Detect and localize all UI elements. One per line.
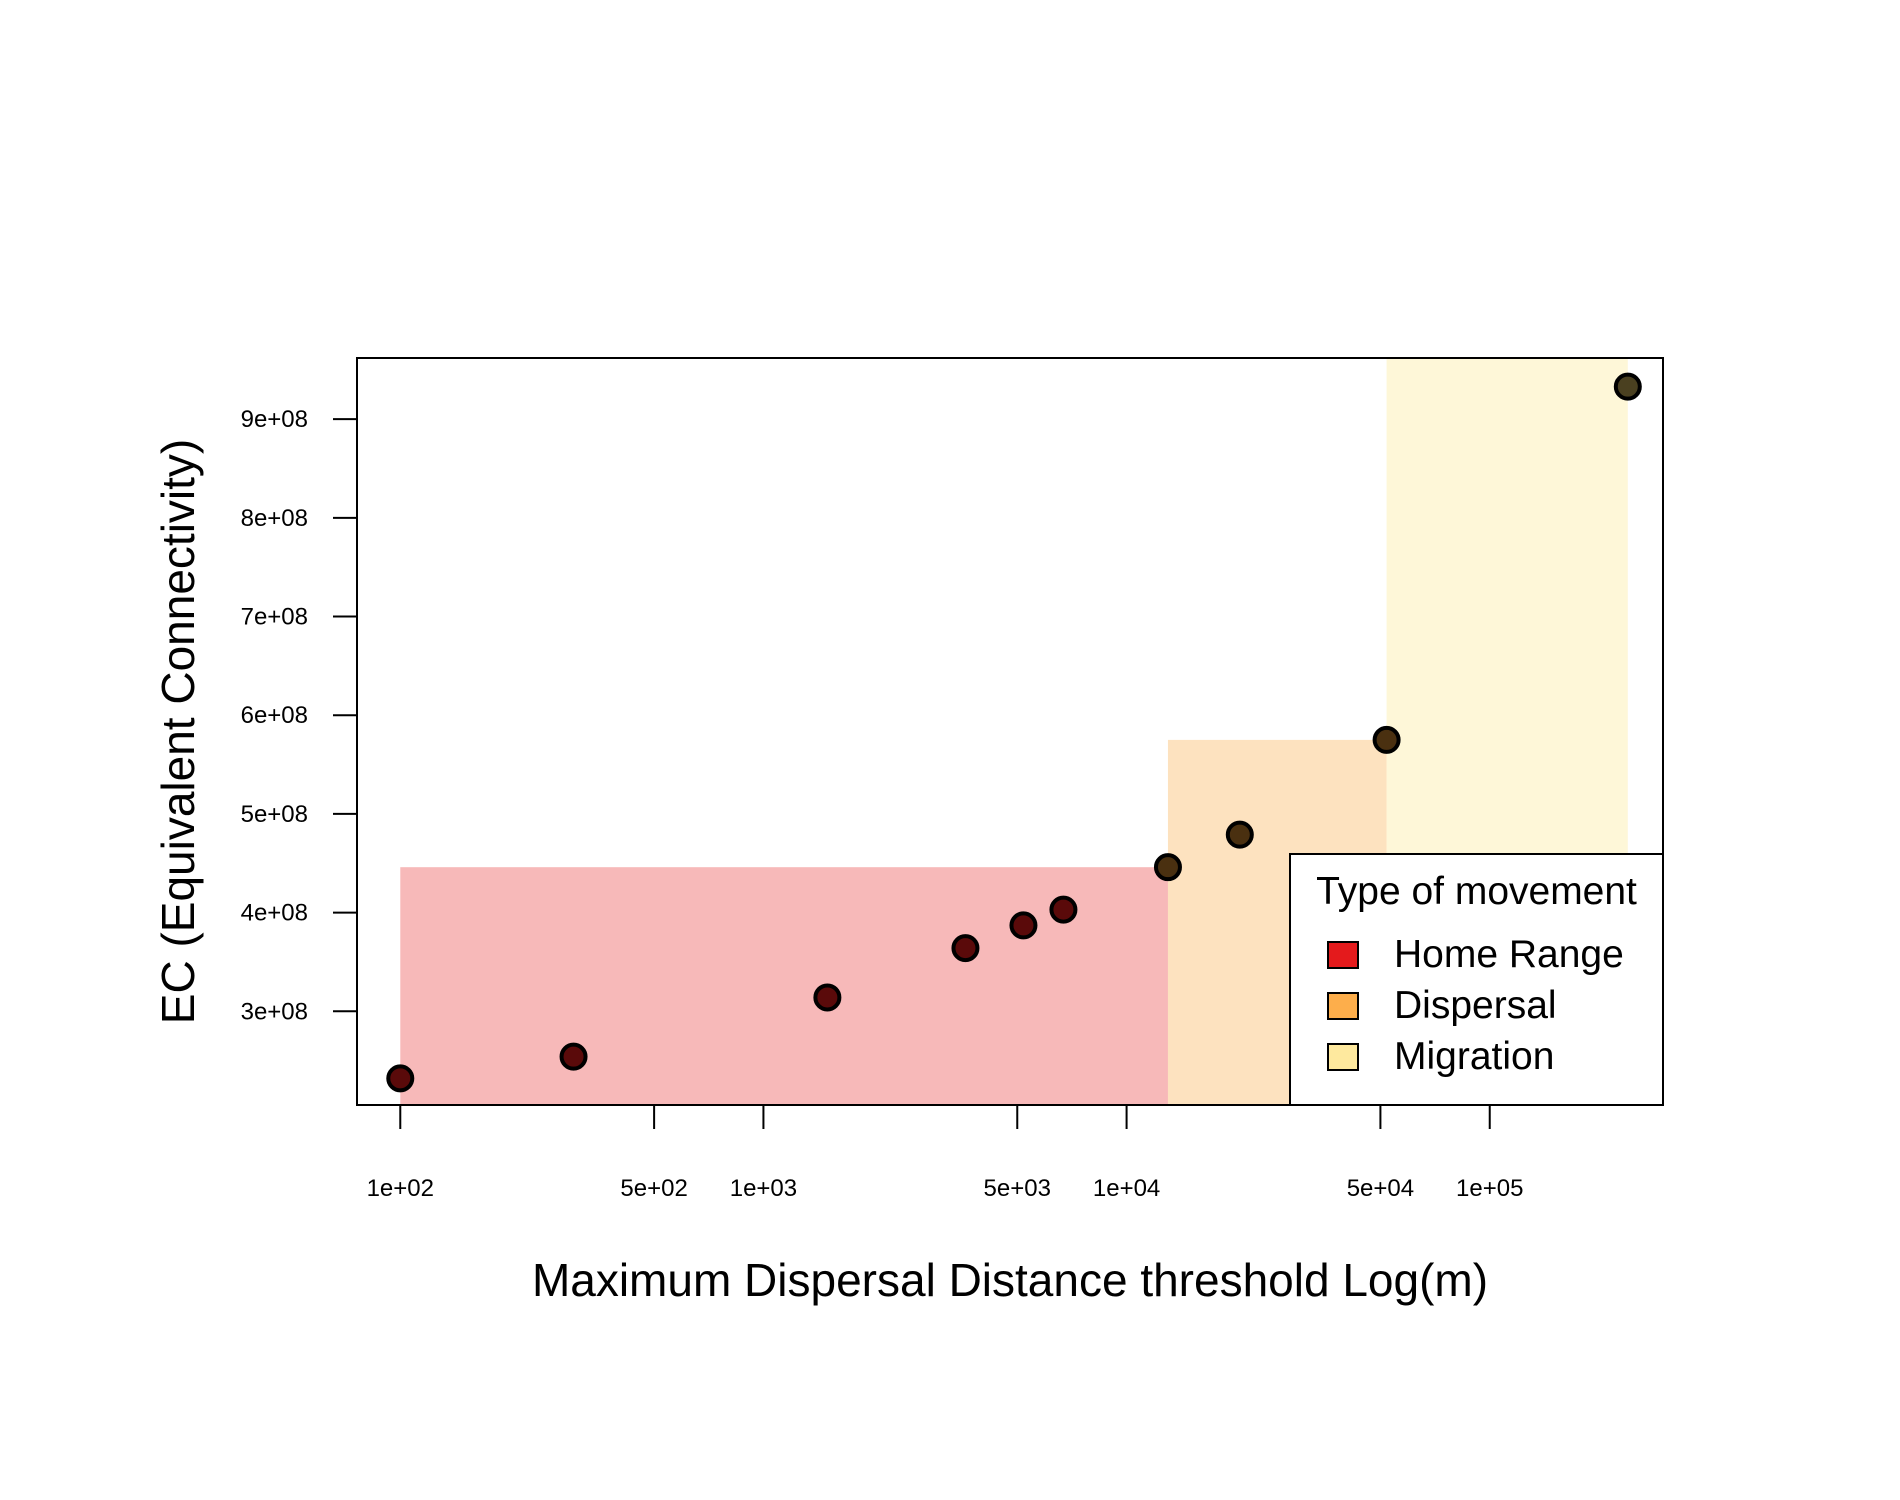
data-point [1372,725,1401,754]
y-axis-title: EC (Equivalent Connectivity) [152,439,204,1024]
x-tick-label: 1e+04 [1093,1175,1160,1202]
plot-frame [356,357,1664,1106]
y-tick-label: 3e+08 [241,998,308,1025]
data-point [559,1042,588,1071]
y-tick-label: 5e+08 [241,801,308,828]
data-points [386,372,1642,1093]
legend-title: Type of movement [1316,870,1637,913]
region-home-range [400,867,1168,1105]
y-tick-label: 8e+08 [241,505,308,532]
y-tick-label: 7e+08 [241,604,308,631]
legend-label: Dispersal [1394,984,1557,1027]
x-tick-label: 1e+05 [1456,1175,1523,1202]
x-tick-label: 5e+03 [984,1175,1051,1202]
x-axis-title: Maximum Dispersal Distance threshold Log… [532,1254,1488,1306]
data-point [1153,853,1182,882]
data-point [386,1064,415,1093]
data-point [813,983,842,1012]
x-tick-label: 1e+03 [730,1175,797,1202]
x-tick-label: 5e+02 [620,1175,687,1202]
x-tick-label: 5e+04 [1347,1175,1414,1202]
legend-label: Migration [1394,1035,1554,1078]
legend-swatch [1327,992,1359,1020]
y-tick-label: 6e+08 [241,702,308,729]
y-tick-label: 9e+08 [241,406,308,433]
data-point [1225,820,1254,849]
x-axis: 1e+02 5e+02 1e+03 5e+03 1e+04 5e+04 1e+05 [367,1104,1523,1202]
y-tick-label: 4e+08 [241,900,308,927]
data-point [1613,372,1642,401]
data-point [1049,895,1078,924]
y-axis: 3e+08 4e+08 5e+08 6e+08 7e+08 8e+08 9e+08 [241,406,358,1025]
legend-entries: Home Range Dispersal Migration [1327,933,1624,1078]
legend-swatch [1327,941,1359,969]
data-point [951,934,980,963]
data-point [1009,911,1038,940]
x-tick-label: 1e+02 [367,1175,434,1202]
legend-swatch [1327,1043,1359,1071]
legend-label: Home Range [1394,933,1624,976]
legend: Type of movement Home Range Dispersal Migr… [1289,853,1664,1106]
